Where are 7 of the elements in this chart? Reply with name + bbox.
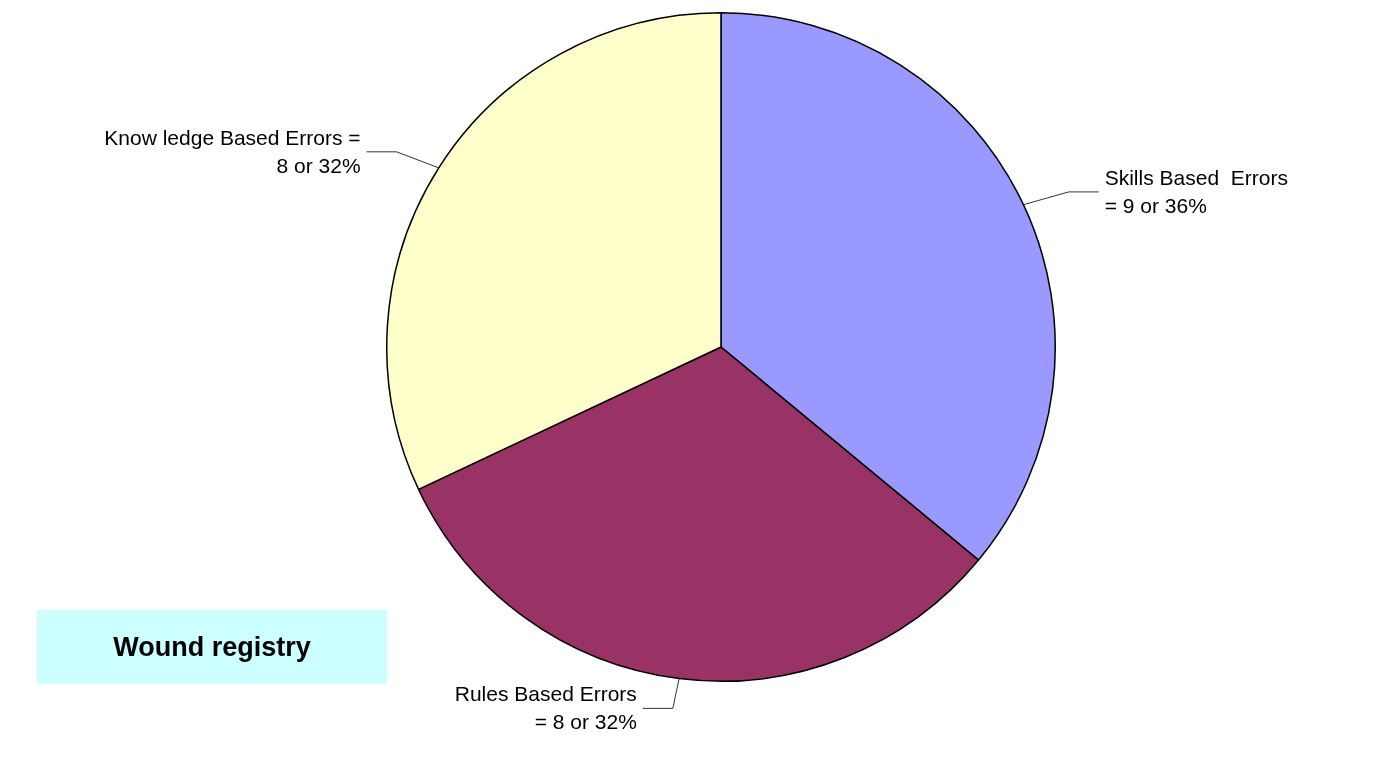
slice-label: Rules Based Errors [454,682,637,706]
data-label: 8 or 32% [276,153,361,177]
slice-label: Know ledge Based Errors = [104,125,361,149]
data-label: = 8 or 32% [534,710,637,734]
text: Wound registry [37,610,387,684]
slice-label: Skills Based Errors [1104,165,1288,189]
data-label: = 9 or 36% [1104,193,1207,217]
